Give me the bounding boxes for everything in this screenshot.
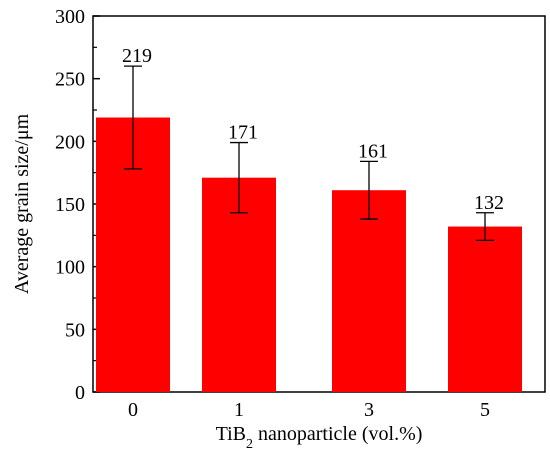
y-tick-label: 100 (55, 257, 85, 279)
error-bars (124, 65, 494, 241)
x-tick-label: 5 (480, 399, 490, 421)
y-tick-label: 200 (55, 131, 85, 153)
x-tick-label: 1 (234, 399, 244, 421)
bar-series (96, 117, 522, 393)
x-axis-title-rest: nanoparticle (vol.%) (253, 423, 422, 445)
bar (332, 190, 406, 392)
y-axis-title: Average grain size/μm (11, 113, 33, 294)
data-labels: 219 171 161 132 (122, 45, 504, 214)
y-tick-label: 50 (65, 319, 85, 341)
data-label: 132 (474, 192, 504, 214)
data-label: 161 (358, 140, 388, 162)
x-axis-title: TiB2 nanoparticle (vol.%) (216, 423, 423, 449)
x-tick-label: 3 (364, 399, 374, 421)
x-axis: 0 1 3 5 (128, 385, 490, 421)
y-tick-label: 250 (55, 69, 85, 91)
y-tick-label: 0 (75, 382, 85, 404)
y-tick-label: 150 (55, 194, 85, 216)
y-axis: 0 50 100 150 200 250 300 (55, 6, 100, 404)
data-label: 171 (228, 122, 258, 144)
data-label: 219 (122, 45, 152, 67)
bar (448, 226, 522, 392)
x-axis-title-main: TiB (216, 423, 246, 445)
x-axis-title-subscript: 2 (246, 437, 253, 450)
x-tick-label: 0 (128, 399, 138, 421)
y-tick-label: 300 (55, 6, 85, 28)
